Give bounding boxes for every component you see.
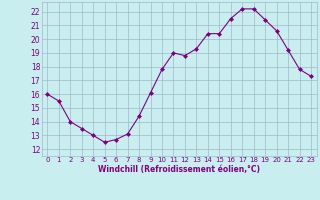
X-axis label: Windchill (Refroidissement éolien,°C): Windchill (Refroidissement éolien,°C) [98, 165, 260, 174]
